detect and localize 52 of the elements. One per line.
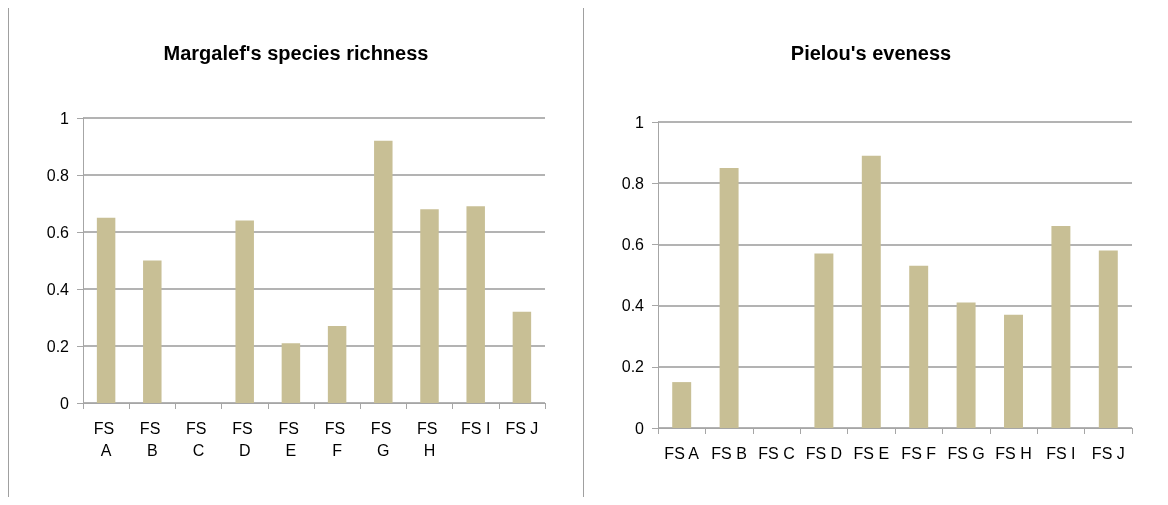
x-tick-label: FS I xyxy=(1046,444,1076,462)
x-tick-label: FS F xyxy=(324,419,350,459)
x-tick-label: FS C xyxy=(758,444,795,462)
y-tick-label: 1 xyxy=(60,109,70,127)
x-tick-label: FS I xyxy=(461,419,491,437)
y-tick-label: 1 xyxy=(635,113,645,131)
x-tick-label: FS E xyxy=(278,419,304,459)
bar xyxy=(235,220,254,403)
x-tick-label: FS A xyxy=(93,419,119,459)
bar xyxy=(814,253,834,428)
x-tick-label: FS J xyxy=(1091,444,1125,462)
bar xyxy=(466,206,485,403)
bar xyxy=(719,167,739,428)
x-tick-label: FS C xyxy=(186,419,211,459)
y-tick-label: 0.4 xyxy=(46,280,70,298)
bar xyxy=(512,311,532,403)
bar xyxy=(96,217,116,403)
chart-title: Pielou's eveness xyxy=(790,42,952,64)
y-tick-label: 0.6 xyxy=(46,223,70,241)
bar xyxy=(672,382,692,428)
bar xyxy=(281,343,301,403)
x-tick-label: FS J xyxy=(505,419,539,437)
bar xyxy=(327,326,347,403)
bar xyxy=(374,140,393,403)
y-tick-label: 0 xyxy=(635,419,645,437)
x-tick-label: FS H xyxy=(417,419,442,459)
bar xyxy=(420,209,439,403)
x-tick-label: FS B xyxy=(711,444,747,462)
x-tick-label: FS D xyxy=(232,419,258,459)
y-tick-label: 0.2 xyxy=(621,358,645,376)
bar xyxy=(909,265,929,428)
x-tick-label: FS G xyxy=(370,419,396,459)
x-tick-label: FS G xyxy=(947,444,985,462)
bar xyxy=(861,155,881,428)
y-tick-label: 0 xyxy=(60,394,70,412)
y-tick-label: 0.2 xyxy=(46,337,70,355)
x-tick-label: FS F xyxy=(901,444,937,462)
bar xyxy=(1004,314,1023,428)
y-tick-label: 0.6 xyxy=(621,235,645,253)
bar xyxy=(1098,250,1118,428)
x-tick-label: FS E xyxy=(853,444,890,462)
x-tick-label: FS B xyxy=(139,419,165,459)
y-tick-label: 0.8 xyxy=(621,174,645,192)
x-tick-label: FS D xyxy=(805,444,843,462)
bar xyxy=(143,260,162,403)
x-tick-label: FS H xyxy=(995,444,1032,462)
chart-title: Margalef's species richness xyxy=(163,42,429,64)
y-tick-label: 0.4 xyxy=(621,297,645,315)
x-tick-label: FS A xyxy=(664,444,700,462)
bar xyxy=(1051,226,1071,428)
y-tick-label: 0.8 xyxy=(46,166,70,184)
bar xyxy=(956,302,976,428)
